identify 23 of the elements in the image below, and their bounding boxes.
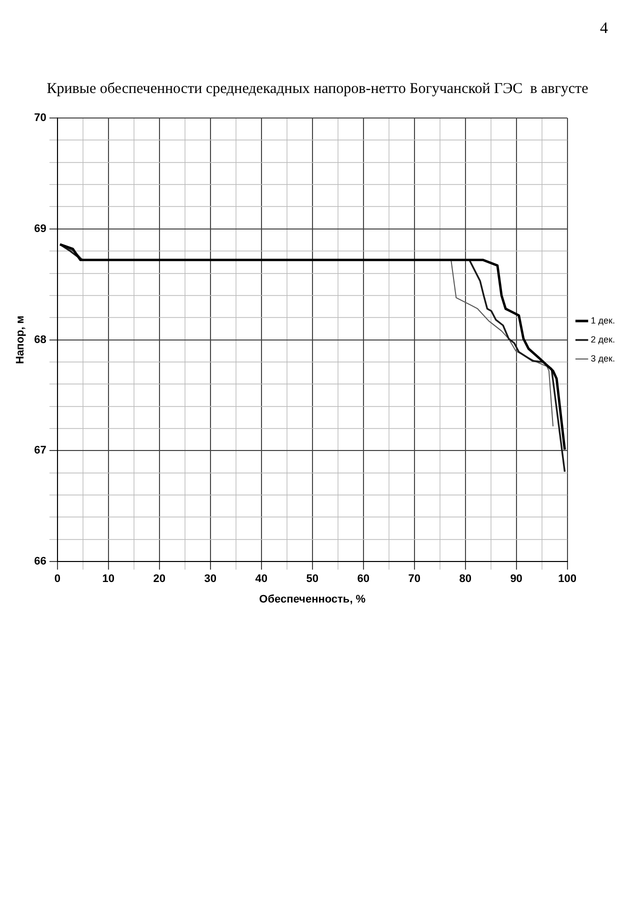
y-axis-title: Напор, м	[14, 316, 27, 364]
x-tick-label: 20	[153, 573, 166, 586]
legend-label: 1 дек.	[590, 315, 615, 326]
x-tick-label: 0	[54, 573, 60, 586]
x-tick-label: 80	[459, 573, 472, 586]
y-tick-label: 70	[34, 112, 46, 124]
text: 4	[600, 20, 608, 38]
y-tick-label: 66	[34, 556, 46, 568]
legend-label: 3 дек.	[590, 353, 615, 364]
x-tick-label: 100	[558, 573, 576, 586]
chart-title: Кривые обеспеченности среднедекадных напоров-нетто Богучанской ГЭС в августе	[46, 80, 589, 97]
y-tick-label: 69	[34, 222, 46, 235]
x-tick-label: 40	[255, 573, 268, 586]
y-tick-label: 67	[34, 444, 46, 457]
x-axis-title: Обеспеченность, %	[259, 593, 366, 606]
x-tick-label: 30	[204, 573, 217, 586]
x-tick-label: 70	[408, 573, 420, 586]
x-tick-label: 60	[357, 573, 370, 586]
y-tick-label: 68	[34, 334, 46, 346]
x-tick-label: 90	[510, 573, 522, 586]
legend-label: 2 дек.	[590, 334, 615, 344]
x-tick-label: 50	[306, 573, 318, 586]
x-tick-label: 10	[102, 573, 115, 586]
